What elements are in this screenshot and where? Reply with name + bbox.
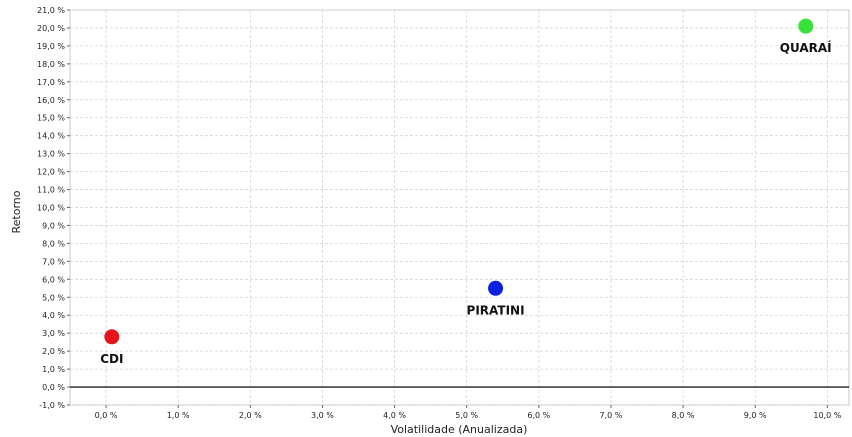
y-tick-label: 2,0 % xyxy=(42,347,65,356)
y-tick-label: 14,0 % xyxy=(37,132,65,141)
x-tick-label: 8,0 % xyxy=(672,411,695,420)
data-point-label: QUARAÍ xyxy=(780,40,832,55)
y-tick-label: 20,0 % xyxy=(37,24,65,33)
y-tick-label: 5,0 % xyxy=(42,293,65,302)
y-axis-title: Retorno xyxy=(10,190,23,233)
data-point xyxy=(798,18,814,34)
y-tick-label: 10,0 % xyxy=(37,204,65,213)
y-tick-label: 17,0 % xyxy=(37,78,65,87)
y-tick-label: 13,0 % xyxy=(37,150,65,159)
data-point-label: PIRATINI xyxy=(467,303,525,317)
plot-area xyxy=(69,9,850,406)
x-tick-label: 9,0 % xyxy=(744,411,767,420)
y-tick-label: 11,0 % xyxy=(37,186,65,195)
y-tick-label: 6,0 % xyxy=(42,275,65,284)
y-tick-label: 7,0 % xyxy=(42,257,65,266)
x-tick-label: 7,0 % xyxy=(600,411,623,420)
y-tick-label: -1,0 % xyxy=(39,401,65,410)
y-tick-label: 16,0 % xyxy=(37,96,65,105)
y-tick-label: 0,0 % xyxy=(42,383,65,392)
x-tick-label: 4,0 % xyxy=(383,411,406,420)
x-tick-label: 5,0 % xyxy=(455,411,478,420)
x-axis-ticks: 0,0 % 1,0 % 2,0 % 3,0 % 4,0 % 5,0 % 6,0 % 7,0 %… xyxy=(95,405,842,420)
y-axis-ticks: -1,0 % 0,0 % 1,0 % 2,0 % 3,0 % 4,0 % 5,0 % 6,0 … xyxy=(37,6,70,410)
x-tick-label: 1,0 % xyxy=(167,411,190,420)
y-tick-label: 18,0 % xyxy=(37,60,65,69)
data-point-label: CDI xyxy=(100,352,123,366)
x-tick-label: 2,0 % xyxy=(239,411,262,420)
y-tick-label: 19,0 % xyxy=(37,42,65,51)
y-tick-label: 3,0 % xyxy=(42,329,65,338)
y-tick-label: 9,0 % xyxy=(42,221,65,230)
x-axis-title: Volatilidade (Anualizada) xyxy=(391,423,528,436)
data-point xyxy=(104,329,120,345)
data-points: CDI PIRATINI QUARAÍ xyxy=(100,18,832,366)
y-tick-label: 8,0 % xyxy=(42,239,65,248)
x-tick-label: 0,0 % xyxy=(95,411,118,420)
x-tick-label: 3,0 % xyxy=(311,411,334,420)
x-tick-label: 10,0 % xyxy=(813,411,841,420)
data-point xyxy=(488,280,504,296)
y-tick-label: 4,0 % xyxy=(42,311,65,320)
y-tick-label: 21,0 % xyxy=(37,6,65,15)
grid xyxy=(70,9,849,406)
y-tick-label: 1,0 % xyxy=(42,365,65,374)
y-tick-label: 15,0 % xyxy=(37,114,65,123)
x-tick-label: 6,0 % xyxy=(527,411,550,420)
y-tick-label: 12,0 % xyxy=(37,168,65,177)
